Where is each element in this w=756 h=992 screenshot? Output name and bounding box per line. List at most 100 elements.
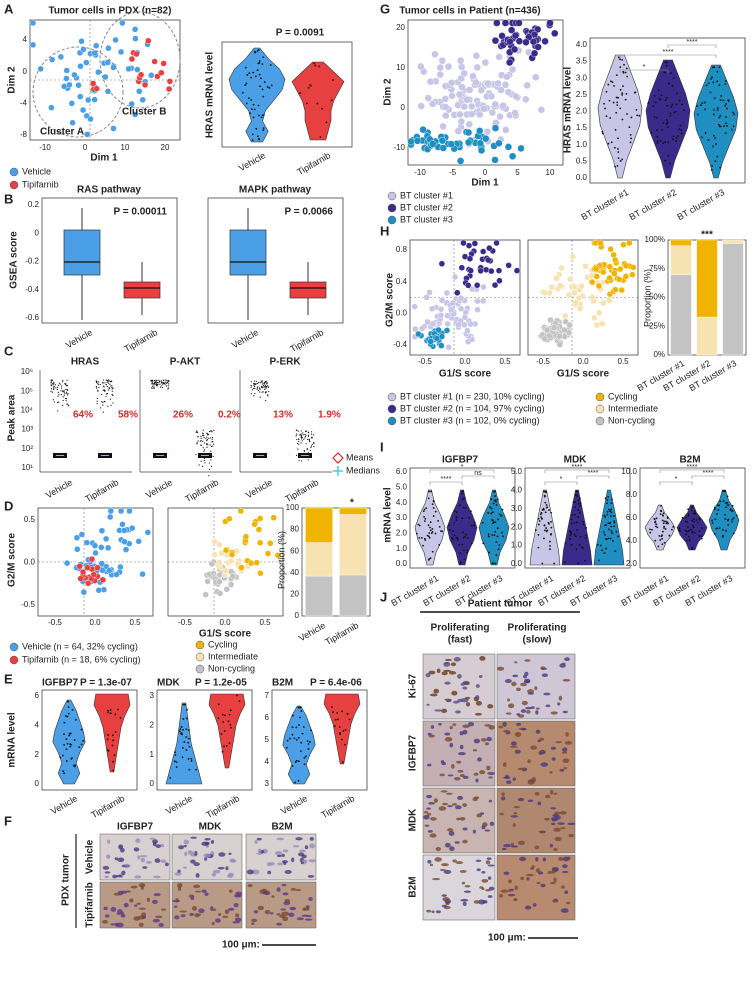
point [85, 96, 92, 104]
event-dot [167, 387, 169, 389]
jitter-dot [616, 101, 619, 104]
ihc-nucleus [426, 909, 432, 913]
jitter-dot [260, 116, 263, 119]
point [562, 312, 569, 320]
ihc-nucleus [145, 860, 152, 864]
event-dot [307, 435, 310, 438]
ihc-nucleus [448, 831, 455, 836]
point [477, 146, 486, 155]
event-dot [50, 381, 52, 384]
label: Dim 1 [471, 178, 499, 189]
jitter-dot [579, 511, 581, 514]
event-dot [250, 385, 252, 387]
ihc-nucleus [436, 668, 441, 674]
jitter-dot [599, 544, 602, 547]
event-dot [52, 382, 54, 385]
jitter-dot [496, 498, 499, 501]
event-dot [155, 382, 157, 385]
event-dot [50, 380, 53, 382]
jitter-dot [63, 721, 66, 724]
event-dot [65, 388, 67, 390]
ihc-nucleus [481, 887, 485, 891]
jitter-dot [65, 748, 68, 751]
event-dot [303, 438, 305, 440]
jitter-dot [229, 709, 232, 712]
point [208, 560, 216, 568]
ihc-nucleus [506, 780, 512, 784]
point [445, 344, 452, 351]
point [226, 515, 233, 522]
event-dot [206, 436, 208, 438]
jitter-dot [550, 520, 552, 523]
jitter-dot [621, 93, 624, 96]
jitter-dot [612, 101, 615, 104]
ihc-nucleus [151, 899, 158, 904]
jitter-dot [496, 527, 499, 530]
point [567, 275, 574, 283]
violin [644, 504, 676, 551]
ihc-nucleus [514, 885, 518, 891]
point [488, 267, 495, 275]
panel-letter: F [4, 813, 12, 828]
point [98, 560, 105, 567]
point [110, 125, 117, 132]
event-dot [250, 381, 252, 383]
ihc-nucleus [459, 817, 466, 821]
jitter-dot [540, 516, 543, 519]
label: P = 0.0091 [276, 28, 325, 39]
ihc-nucleus [291, 857, 295, 863]
violin [478, 489, 510, 566]
point [84, 564, 91, 571]
point [441, 103, 450, 111]
jitter-dot [241, 91, 244, 94]
label: Dim 1 [90, 153, 118, 164]
point [491, 124, 500, 132]
event-dot [202, 429, 204, 431]
event-dot [57, 384, 60, 386]
jitter-dot [607, 522, 610, 525]
point [486, 244, 493, 252]
event-dot [56, 401, 59, 404]
jitter-dot [59, 756, 62, 759]
jitter-dot [258, 60, 261, 62]
ihc-nucleus [254, 840, 258, 844]
event-dot [52, 384, 54, 386]
jitter-dot [697, 521, 700, 524]
percent-label: 1.9% [318, 410, 341, 421]
y-tick-label: 1.0 [511, 541, 523, 550]
violin [645, 59, 691, 179]
ihc-nucleus [551, 869, 556, 874]
jitter-dot [453, 510, 456, 512]
jitter-dot [541, 517, 543, 520]
jitter-dot [65, 760, 68, 762]
point [511, 109, 519, 117]
point [63, 559, 71, 567]
jitter-dot [665, 520, 667, 523]
jitter-dot [582, 547, 585, 550]
point [468, 110, 476, 118]
event-dot [309, 449, 312, 452]
ihc-nucleus [510, 815, 519, 818]
jitter-dot [652, 105, 655, 108]
jitter-dot [564, 561, 566, 563]
point [469, 72, 477, 80]
x-tick-label: 0.5 [617, 357, 629, 366]
ihc-nucleus [488, 725, 495, 730]
ihc-nucleus [553, 847, 558, 852]
ihc-nucleus [527, 759, 531, 764]
point [449, 299, 457, 307]
legend-label: Intermediate [608, 403, 658, 413]
jitter-dot [731, 505, 734, 507]
sig-label: **** [687, 464, 698, 471]
ihc-nucleus [525, 710, 531, 714]
jitter-dot [494, 562, 497, 565]
jitter-dot [487, 533, 490, 536]
point [141, 81, 149, 89]
jitter-dot [730, 128, 733, 131]
event-dot [66, 392, 68, 394]
jitter-dot [574, 535, 577, 538]
jitter-dot [63, 733, 65, 736]
event-dot [264, 391, 267, 394]
point [456, 110, 464, 119]
jitter-dot [619, 160, 622, 162]
